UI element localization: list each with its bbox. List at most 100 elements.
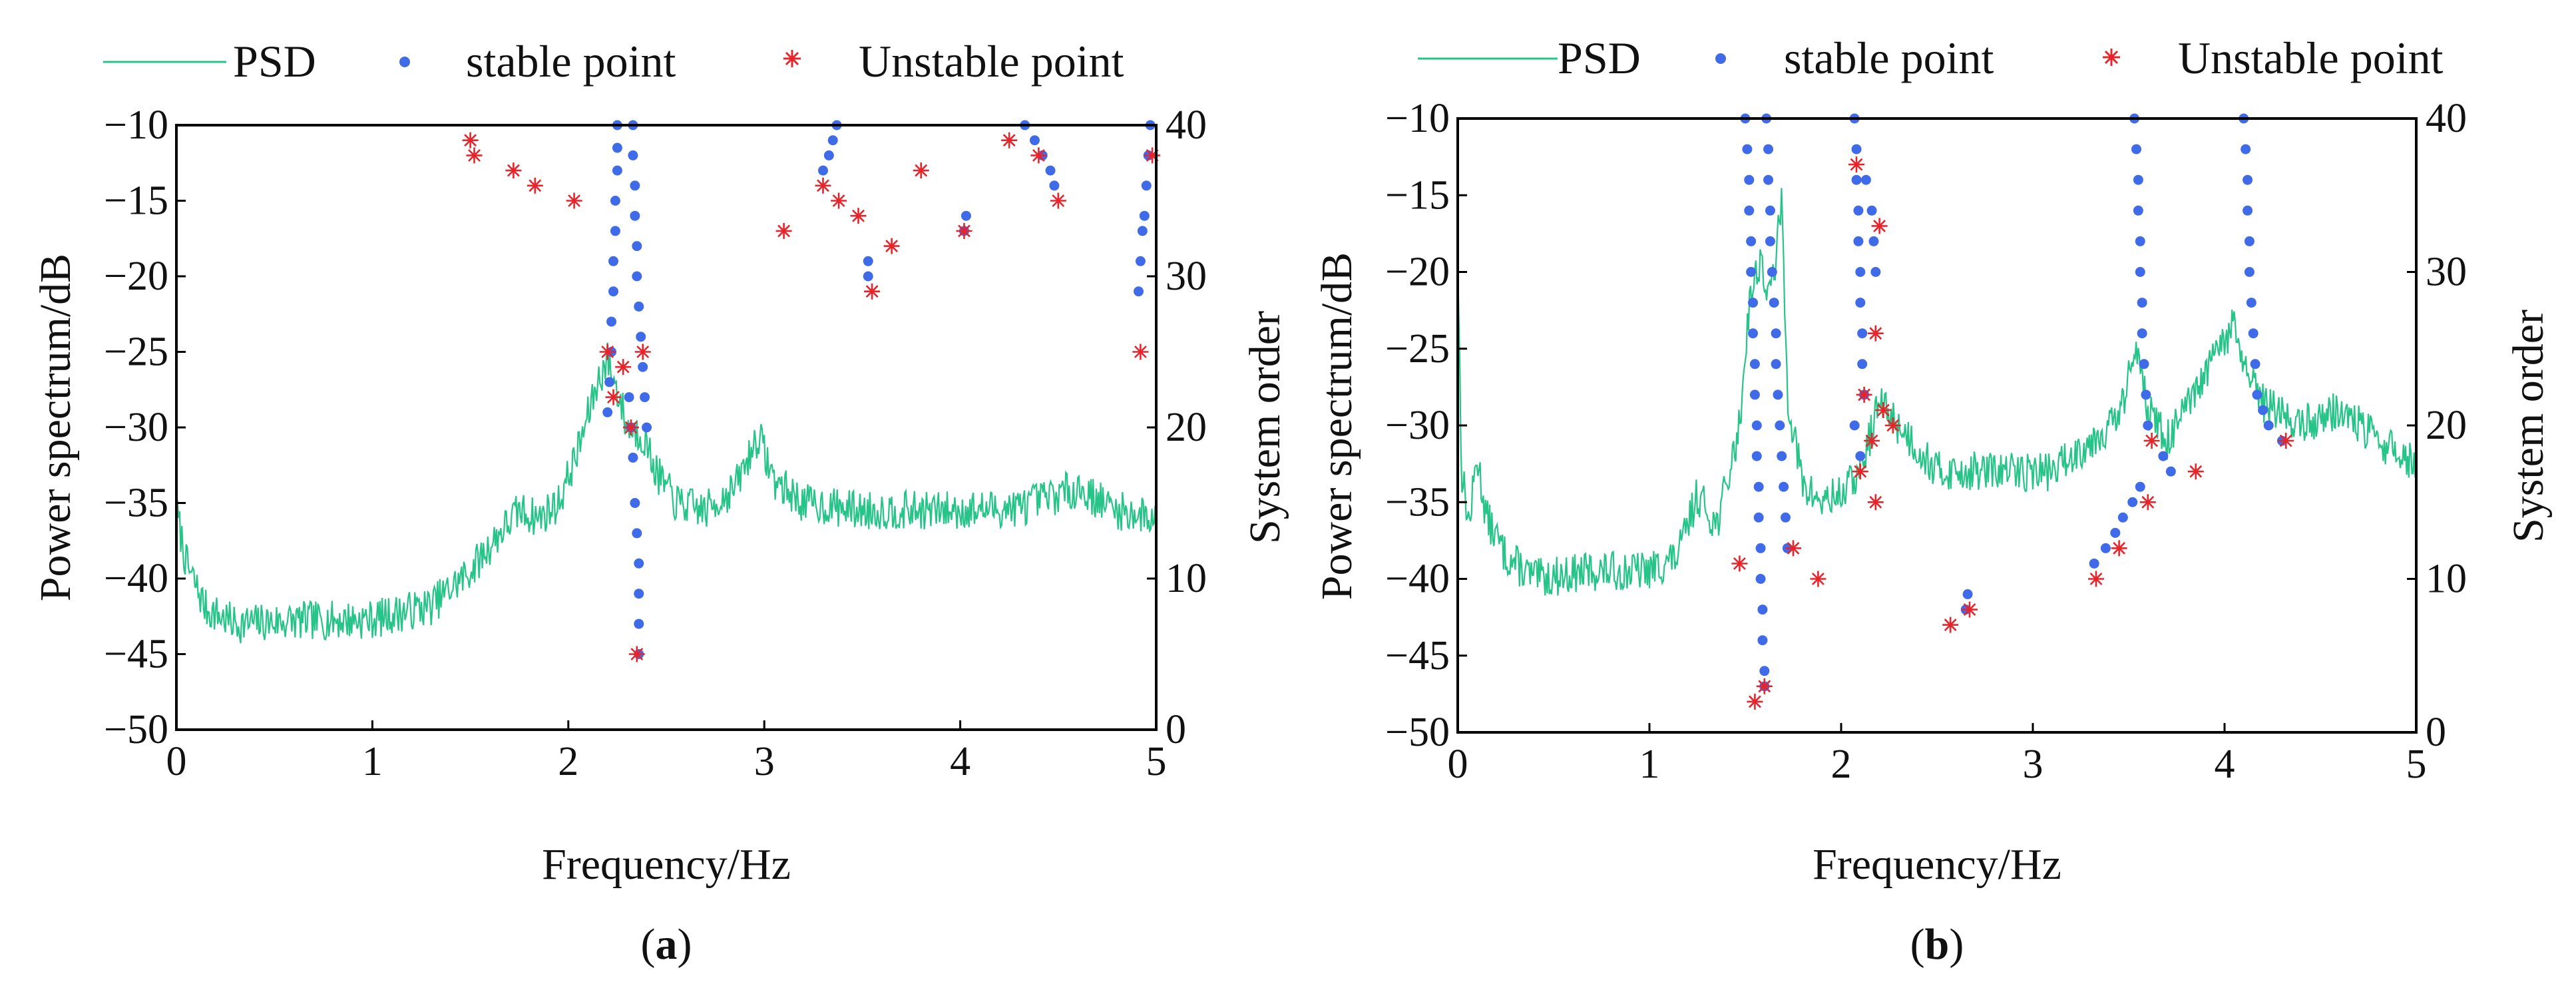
stable-point xyxy=(1744,205,1755,216)
stable-point xyxy=(1755,574,1766,584)
stable-point xyxy=(1853,236,1864,246)
unstable-point xyxy=(1856,386,1872,403)
stable-point xyxy=(2258,405,2268,415)
stable-point xyxy=(636,332,646,342)
stable-point xyxy=(2143,420,2153,431)
stable-point xyxy=(630,210,640,221)
y-axis-left-label-b: Power spectrum/dB xyxy=(1313,252,1361,600)
stable-point xyxy=(1860,174,1871,185)
unstable-point xyxy=(850,208,867,224)
stable-point xyxy=(2137,298,2147,308)
stable-point xyxy=(602,407,613,417)
stable-point xyxy=(1141,180,1152,191)
stable-point xyxy=(638,362,648,372)
x-tick-label: 4 xyxy=(950,739,970,784)
stable-point xyxy=(2263,420,2274,431)
stable-point xyxy=(1851,174,1862,185)
unstable-point xyxy=(1864,433,1880,449)
stable-point xyxy=(632,271,642,282)
stable-point xyxy=(1866,205,1877,216)
y-left-tick-label: −25 xyxy=(1385,326,1450,371)
stable-point xyxy=(1029,135,1040,146)
unstable-point xyxy=(462,132,479,148)
unstable-point xyxy=(1810,571,1826,587)
stable-point xyxy=(2100,543,2111,553)
unstable-point xyxy=(1747,693,1763,710)
stable-point xyxy=(1779,481,1789,492)
y-left-tick-label: −50 xyxy=(104,707,168,752)
unstable-point xyxy=(1756,678,1773,694)
unstable-point xyxy=(815,177,831,194)
legend-unstable-marker xyxy=(2103,49,2120,66)
y-right-tick-label: 40 xyxy=(2426,96,2467,141)
stable-point xyxy=(2137,328,2147,339)
stable-point xyxy=(2127,497,2138,507)
stable-point xyxy=(632,528,642,539)
stable-point xyxy=(1870,267,1881,277)
y-left-tick-label: −25 xyxy=(104,330,168,375)
legend-a: PSD stable point Unstable point xyxy=(103,36,1124,87)
unstable-point xyxy=(2139,494,2156,511)
stable-point xyxy=(1755,543,1766,553)
stable-point xyxy=(1849,420,1860,431)
stable-point xyxy=(630,498,640,508)
caption-letter-a: a xyxy=(656,920,678,969)
y-right-tick-label: 30 xyxy=(2426,250,2467,295)
y-axis-right-label-b: System order xyxy=(2504,310,2553,543)
stable-point xyxy=(1855,267,1866,277)
stable-point xyxy=(827,135,838,146)
unstable-point xyxy=(605,389,622,405)
stable-point xyxy=(1771,359,1781,370)
stable-point xyxy=(624,392,634,403)
stable-point xyxy=(2110,527,2121,538)
y-right-tick-label: 10 xyxy=(2426,557,2467,602)
x-tick-label: 1 xyxy=(1639,742,1660,787)
y-axis-left-label-a: Power spectrum/dB xyxy=(31,254,80,601)
legend-stable-marker xyxy=(399,57,410,67)
legend-b: PSD stable point Unstable point xyxy=(1418,33,2444,83)
x-tick-label: 2 xyxy=(558,739,578,784)
psd-series-line xyxy=(175,342,1158,644)
psd-series-line xyxy=(1456,188,2418,596)
stable-point xyxy=(2250,359,2260,370)
stable-point xyxy=(823,150,834,160)
stable-point xyxy=(1853,205,1864,216)
stable-point xyxy=(1139,210,1150,221)
y-left-tick-label: −30 xyxy=(1385,403,1450,448)
x-tick-label: 5 xyxy=(1146,739,1167,784)
chart-panel-a: PSD stable point Unstable point 0 1 2 3 4 5 −5… xyxy=(31,36,1289,969)
stable-point xyxy=(1855,451,1866,461)
unstable-point xyxy=(2088,571,2104,587)
stable-point xyxy=(2135,267,2145,277)
chart-panel-b: PSD stable point Unstable point 0 1 2 3 4 5 −5… xyxy=(1313,33,2553,969)
stable-point xyxy=(2248,328,2258,339)
unstable-point xyxy=(628,646,645,662)
stable-point xyxy=(1771,328,1781,339)
unstable-point xyxy=(2111,540,2127,557)
stable-point xyxy=(1962,589,1973,600)
stable-point xyxy=(2158,451,2169,461)
unstable-point xyxy=(599,344,616,360)
stable-point xyxy=(604,377,615,387)
stable-point xyxy=(606,316,617,327)
unstable-point xyxy=(2187,463,2204,480)
unstable-point xyxy=(527,177,543,194)
stable-point xyxy=(2246,298,2256,308)
stable-point xyxy=(634,618,644,629)
y-left-tick-label: −20 xyxy=(1385,250,1450,295)
y-left-tick-label: −15 xyxy=(104,178,168,224)
marks-a xyxy=(175,120,1161,662)
y-left-tick-label: −30 xyxy=(104,405,168,450)
stable-point xyxy=(1855,298,1866,308)
legend-psd-label: PSD xyxy=(233,36,316,87)
stable-point xyxy=(1749,389,1760,400)
y-right-tick-label: 30 xyxy=(1166,254,1207,299)
stable-point xyxy=(863,256,873,266)
stable-point xyxy=(1744,174,1755,185)
unstable-point xyxy=(1132,344,1149,360)
stable-point xyxy=(628,150,638,160)
unstable-point xyxy=(956,222,972,239)
x-axis-label-b: Frequency/Hz xyxy=(1813,840,2061,889)
stable-point xyxy=(1137,226,1148,236)
stable-point xyxy=(1134,286,1144,297)
